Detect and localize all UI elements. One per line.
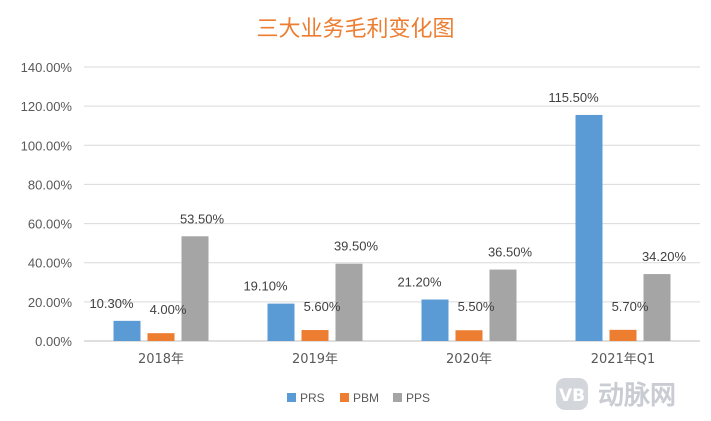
legend-swatch-pps [393,393,402,402]
bar-prs [421,299,449,341]
x-category-label: 2020年 [446,352,492,367]
data-label: 34.20% [642,249,687,264]
legend-swatch-prs [287,393,296,402]
data-labels: 10.30% 4.00% 53.50% 19.10% 5.60% 39.50% 21.20%… [89,90,686,317]
data-label: 10.30% [89,296,134,311]
bar-pps [489,269,517,341]
legend: PRS PBM PPS [287,391,430,405]
bar-pps [335,263,363,341]
x-category-label: 2019年 [292,352,338,367]
data-label: 5.50% [458,299,495,314]
data-label: 53.50% [180,211,225,226]
y-axis-ticks: 0.00% 20.00% 40.00% 60.00% 80.00% 100.00% 120.… [21,60,73,349]
y-tick-label: 140.00% [21,60,73,75]
bar-pbm [147,333,175,341]
bar-prs [267,303,295,341]
chart-title: 三大业务毛利变化图 [256,17,454,42]
bar-pps [643,274,671,341]
bar-pps [181,236,209,341]
data-label: 5.60% [304,299,341,314]
bars [113,114,671,341]
watermark: VB 动脉网 [556,378,676,411]
data-label: 39.50% [334,239,379,254]
bar-pbm [609,329,637,341]
y-tick-label: 40.00% [28,256,73,271]
y-tick-label: 0.00% [35,334,72,349]
y-tick-label: 120.00% [21,99,73,114]
bar-prs [113,320,141,341]
svg-text:VB: VB [559,386,585,406]
x-category-label: 2021年Q1 [591,352,656,367]
watermark-text: 动脉网 [598,381,676,411]
bar-pbm [301,330,329,341]
legend-label: PBM [353,391,379,405]
data-label: 21.20% [397,275,442,290]
data-label: 4.00% [150,302,187,317]
x-axis-categories: 2018年 2019年 2020年 2021年Q1 [138,352,655,367]
legend-label: PRS [300,391,325,405]
legend-swatch-pbm [340,393,349,402]
x-category-label: 2018年 [138,352,184,367]
bar-prs [575,114,603,341]
y-tick-label: 60.00% [28,217,73,232]
bar-pbm [455,330,483,341]
data-label: 5.70% [612,299,649,314]
vb-logo-icon: VB [556,378,588,410]
data-label: 115.50% [548,90,599,105]
y-tick-label: 100.00% [21,138,73,153]
y-tick-label: 20.00% [28,295,73,310]
data-label: 19.10% [243,279,288,294]
y-tick-label: 80.00% [28,177,73,192]
gridlines [84,66,700,342]
data-label: 36.50% [488,245,533,260]
legend-label: PPS [406,391,430,405]
